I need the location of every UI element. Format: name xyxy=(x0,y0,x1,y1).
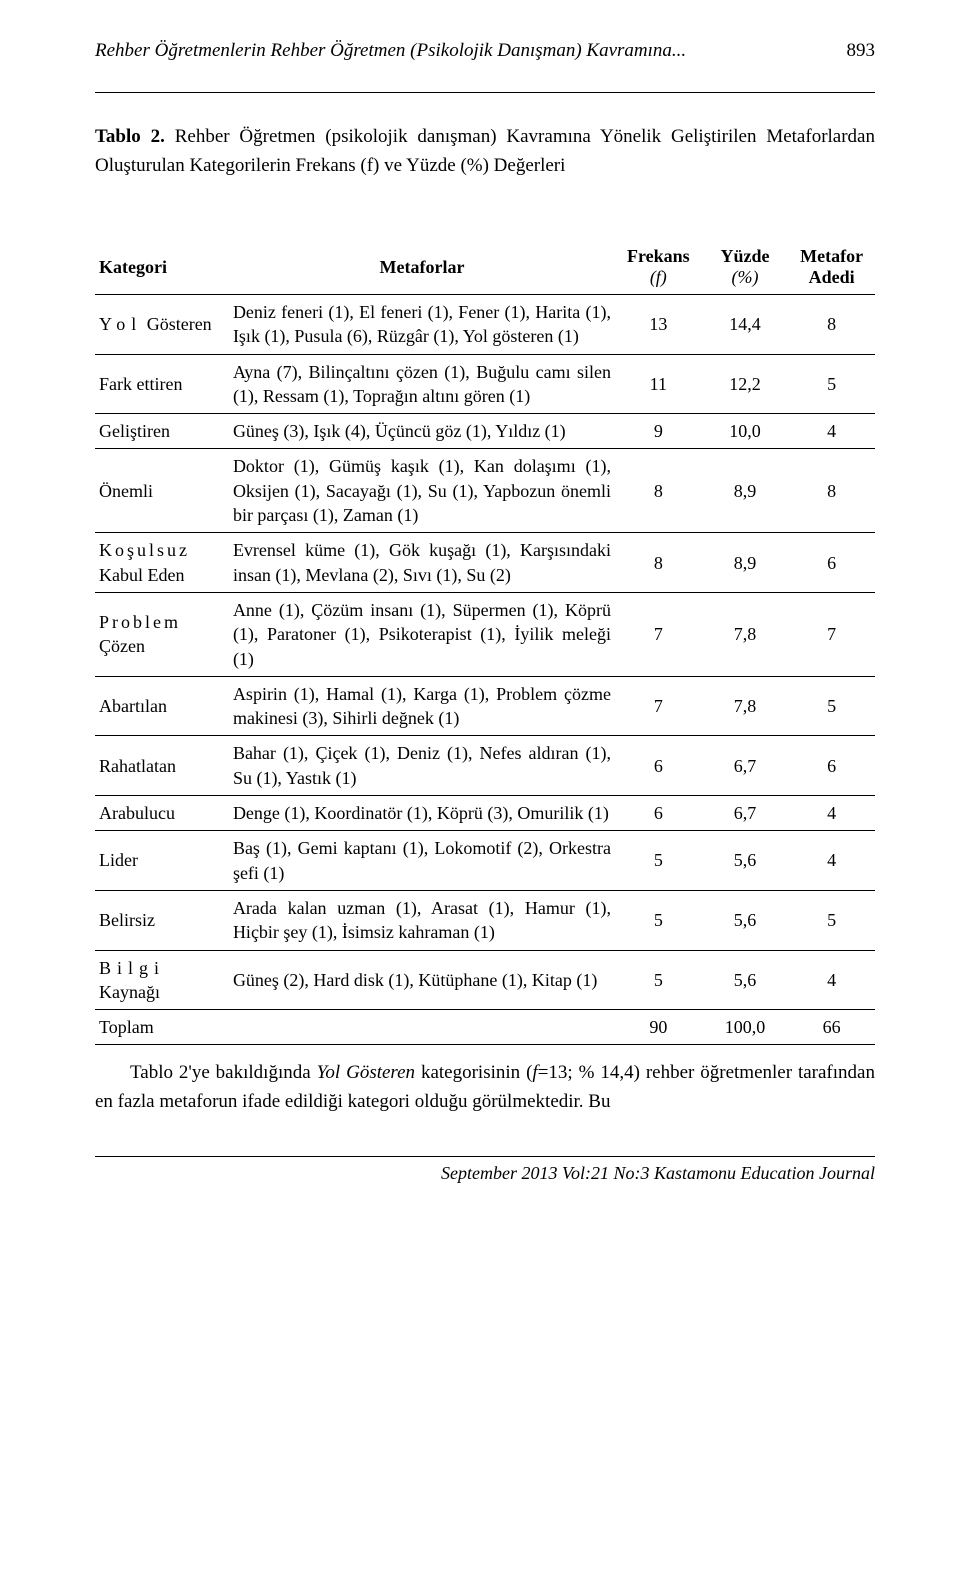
cell-category: Lider xyxy=(95,831,229,891)
cell-f: 5 xyxy=(615,950,702,1010)
cell-count: 6 xyxy=(788,533,875,593)
cell-category: Önemli xyxy=(95,449,229,533)
cell-category: Geliştiren xyxy=(95,414,229,449)
cell-metaphors: Anne (1), Çözüm insanı (1), Süpermen (1)… xyxy=(229,592,615,676)
cell-f: 6 xyxy=(615,736,702,796)
cell-count: 6 xyxy=(788,736,875,796)
table-row: Fark ettirenAyna (7), Bilinçaltını çözen… xyxy=(95,354,875,414)
cell-category: Yol Gösteren xyxy=(95,295,229,355)
cell-total-label: Toplam xyxy=(95,1010,229,1045)
cell-pct: 14,4 xyxy=(702,295,789,355)
cell-total-count: 66 xyxy=(788,1010,875,1045)
cell-metaphors: Deniz feneri (1), El feneri (1), Fener (… xyxy=(229,295,615,355)
cell-count: 8 xyxy=(788,295,875,355)
th-percent: Yüzde (%) xyxy=(702,240,789,295)
cell-category: Rahatlatan xyxy=(95,736,229,796)
cell-category: Belirsiz xyxy=(95,890,229,950)
cell-count: 5 xyxy=(788,890,875,950)
cell-f: 8 xyxy=(615,533,702,593)
cell-count: 4 xyxy=(788,950,875,1010)
th-frequency: Frekans (f) xyxy=(615,240,702,295)
cell-metaphors: Aspirin (1), Hamal (1), Karga (1), Probl… xyxy=(229,676,615,736)
cell-total-pct: 100,0 xyxy=(702,1010,789,1045)
cell-category: Koşulsuz Kabul Eden xyxy=(95,533,229,593)
cell-f: 7 xyxy=(615,592,702,676)
table-row: Bilgi KaynağıGüneş (2), Hard disk (1), K… xyxy=(95,950,875,1010)
cell-metaphors: Evrensel küme (1), Gök kuşağı (1), Karşı… xyxy=(229,533,615,593)
cell-f: 7 xyxy=(615,676,702,736)
cell-pct: 12,2 xyxy=(702,354,789,414)
cell-f: 5 xyxy=(615,890,702,950)
cell-metaphors: Doktor (1), Gümüş kaşık (1), Kan dolaşım… xyxy=(229,449,615,533)
table-header-row: Kategori Metaforlar Frekans (f) Yüzde (%… xyxy=(95,240,875,295)
th-category: Kategori xyxy=(95,240,229,295)
table-row: Koşulsuz Kabul EdenEvrensel küme (1), Gö… xyxy=(95,533,875,593)
table-row: Problem ÇözenAnne (1), Çözüm insanı (1),… xyxy=(95,592,875,676)
cell-pct: 10,0 xyxy=(702,414,789,449)
cell-pct: 6,7 xyxy=(702,736,789,796)
cell-pct: 8,9 xyxy=(702,533,789,593)
cell-f: 6 xyxy=(615,796,702,831)
table-row: ArabulucuDenge (1), Koordinatör (1), Köp… xyxy=(95,796,875,831)
cell-metaphors: Baş (1), Gemi kaptanı (1), Lokomotif (2)… xyxy=(229,831,615,891)
header-rule xyxy=(95,92,875,93)
table-row: AbartılanAspirin (1), Hamal (1), Karga (… xyxy=(95,676,875,736)
table-row: GeliştirenGüneş (3), Işık (4), Üçüncü gö… xyxy=(95,414,875,449)
th-metaphors: Metaforlar xyxy=(229,240,615,295)
running-header: Rehber Öğretmenlerin Rehber Öğretmen (Ps… xyxy=(95,40,875,62)
cell-category: Arabulucu xyxy=(95,796,229,831)
cell-pct: 7,8 xyxy=(702,592,789,676)
th-count: Metafor Adedi xyxy=(788,240,875,295)
cell-category: Abartılan xyxy=(95,676,229,736)
footer-rule xyxy=(95,1156,875,1157)
cell-count: 4 xyxy=(788,831,875,891)
cell-count: 4 xyxy=(788,414,875,449)
footer-text: September 2013 Vol:21 No:3 Kastamonu Edu… xyxy=(95,1163,875,1184)
cell-f: 8 xyxy=(615,449,702,533)
cell-pct: 8,9 xyxy=(702,449,789,533)
cell-category: Bilgi Kaynağı xyxy=(95,950,229,1010)
cell-metaphors: Denge (1), Koordinatör (1), Köprü (3), O… xyxy=(229,796,615,831)
caption-text: Rehber Öğretmen (psikolojik danışman) Ka… xyxy=(95,126,875,176)
cell-pct: 6,7 xyxy=(702,796,789,831)
metaphor-table: Kategori Metaforlar Frekans (f) Yüzde (%… xyxy=(95,240,875,1045)
cell-f: 5 xyxy=(615,831,702,891)
body-paragraph: Tablo 2'ye bakıldığında Yol Gösteren kat… xyxy=(95,1059,875,1116)
cell-count: 8 xyxy=(788,449,875,533)
cell-metaphors: Güneş (2), Hard disk (1), Kütüphane (1),… xyxy=(229,950,615,1010)
running-title: Rehber Öğretmenlerin Rehber Öğretmen (Ps… xyxy=(95,40,827,62)
table-caption: Tablo 2. Rehber Öğretmen (psikolojik dan… xyxy=(95,123,875,180)
caption-label: Tablo 2. xyxy=(95,126,165,147)
cell-category: Fark ettiren xyxy=(95,354,229,414)
cell-f: 13 xyxy=(615,295,702,355)
cell-metaphors: Bahar (1), Çiçek (1), Deniz (1), Nefes a… xyxy=(229,736,615,796)
cell-category: Problem Çözen xyxy=(95,592,229,676)
cell-count: 7 xyxy=(788,592,875,676)
table-row: LiderBaş (1), Gemi kaptanı (1), Lokomoti… xyxy=(95,831,875,891)
cell-pct: 5,6 xyxy=(702,890,789,950)
table-row: ÖnemliDoktor (1), Gümüş kaşık (1), Kan d… xyxy=(95,449,875,533)
table-row: RahatlatanBahar (1), Çiçek (1), Deniz (1… xyxy=(95,736,875,796)
cell-pct: 5,6 xyxy=(702,950,789,1010)
cell-f: 9 xyxy=(615,414,702,449)
cell-total-f: 90 xyxy=(615,1010,702,1045)
cell-metaphors: Arada kalan uzman (1), Arasat (1), Hamur… xyxy=(229,890,615,950)
cell-metaphors: Güneş (3), Işık (4), Üçüncü göz (1), Yıl… xyxy=(229,414,615,449)
table-total-row: Toplam 90100,066 xyxy=(95,1010,875,1045)
cell-count: 5 xyxy=(788,676,875,736)
cell-pct: 7,8 xyxy=(702,676,789,736)
page-number: 893 xyxy=(847,40,876,62)
cell-pct: 5,6 xyxy=(702,831,789,891)
cell-f: 11 xyxy=(615,354,702,414)
cell-count: 4 xyxy=(788,796,875,831)
cell-count: 5 xyxy=(788,354,875,414)
table-row: BelirsizArada kalan uzman (1), Arasat (1… xyxy=(95,890,875,950)
cell-metaphors: Ayna (7), Bilinçaltını çözen (1), Buğulu… xyxy=(229,354,615,414)
table-row: Yol GösterenDeniz feneri (1), El feneri … xyxy=(95,295,875,355)
